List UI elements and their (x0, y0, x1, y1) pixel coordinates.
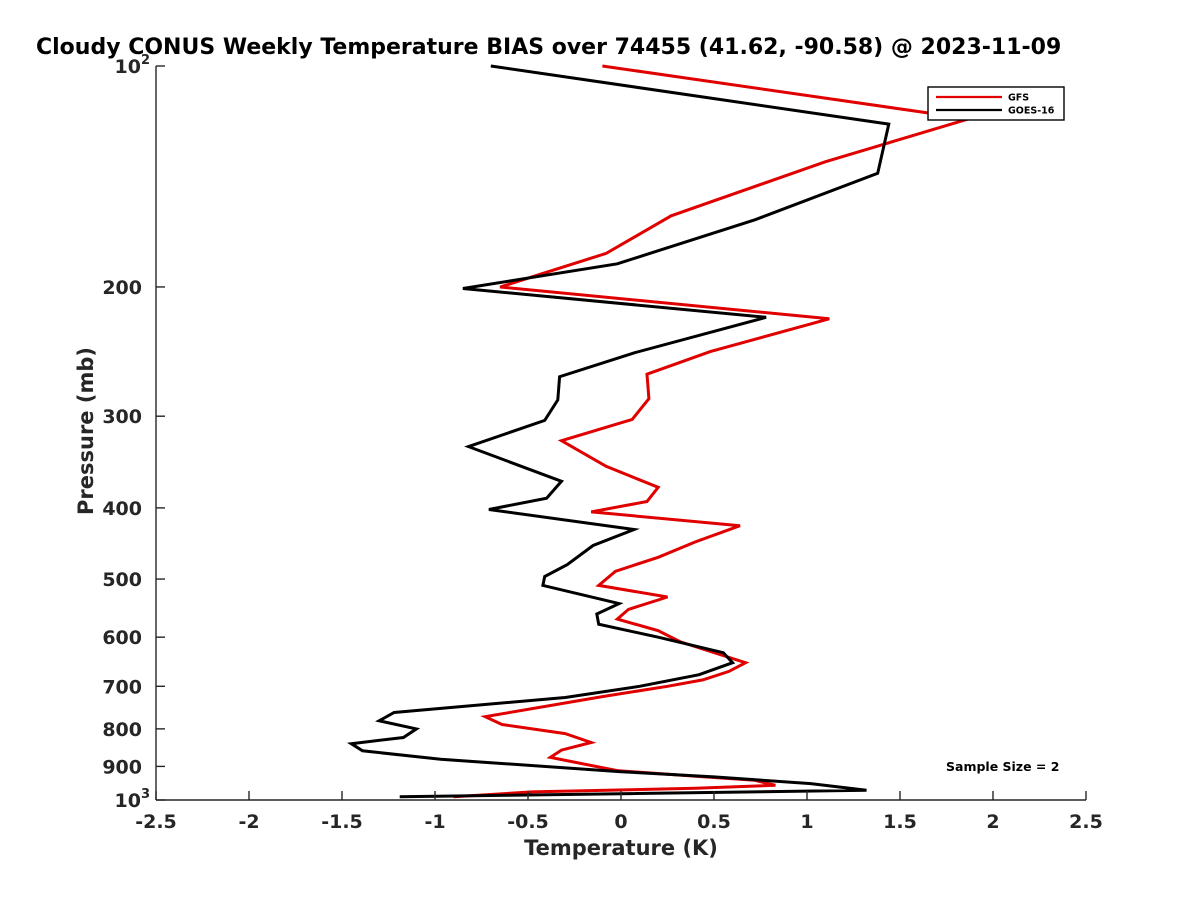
series-layer (346, 64, 970, 799)
legend-label: GFS (1008, 93, 1029, 104)
y-tick-label: 800 (102, 719, 142, 741)
sample-size-annotation: Sample Size = 2 (946, 759, 1059, 774)
x-axis-label: Temperature (K) (524, 836, 718, 860)
y-axis-label: Pressure (mb) (74, 347, 98, 515)
x-tick-label: 0.5 (697, 811, 731, 833)
y-tick-label: 500 (102, 569, 142, 591)
legend-label: GOES-16 (1008, 106, 1055, 117)
x-tick-label: -0.5 (507, 811, 549, 833)
y-tick-label: 700 (102, 676, 142, 698)
x-axis-ticks: -2.5 -2 -1.5 -1 -0.5 0 0.5 1 1.5 2 2.5 (135, 791, 1103, 833)
series-line-goes-16 (346, 64, 891, 799)
legend-box (927, 86, 1065, 121)
y-tick-label: 102 (115, 53, 151, 78)
y-tick-label: 900 (102, 756, 142, 778)
x-tick-label: 0 (614, 811, 627, 833)
y-axis-ticks: 102 200 300 400 500 600 700 800 900 103 (102, 53, 165, 812)
series-line-gfs (453, 64, 970, 799)
y-tick-label: 200 (102, 277, 142, 299)
y-tick-label: 300 (102, 406, 142, 428)
x-tick-label: 2 (986, 811, 999, 833)
y-tick-label: 103 (115, 787, 151, 812)
chart-title: Cloudy CONUS Weekly Temperature BIAS ove… (36, 35, 1061, 60)
x-tick-label: -1 (424, 811, 445, 833)
x-tick-label: -1.5 (321, 811, 363, 833)
y-tick-label: 400 (102, 498, 142, 520)
x-tick-label: 1 (800, 811, 813, 833)
x-tick-label: -2 (238, 811, 259, 833)
plot-area (156, 66, 1086, 800)
x-tick-label: 1.5 (883, 811, 917, 833)
legend: GFS GOES-16 (927, 86, 1065, 121)
y-tick-label: 600 (102, 627, 142, 649)
x-tick-label: 2.5 (1069, 811, 1103, 833)
x-tick-label: -2.5 (135, 811, 177, 833)
